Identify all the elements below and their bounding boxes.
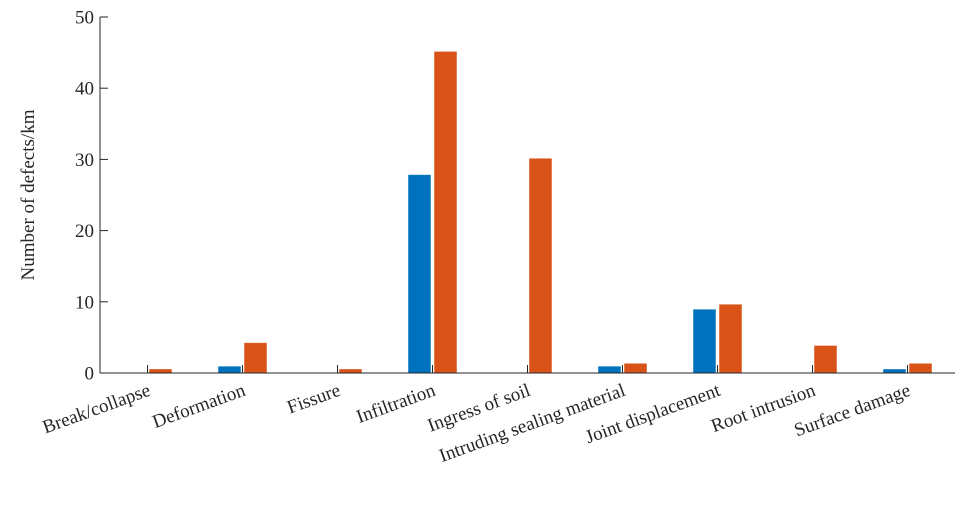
bar-series-2-5 — [624, 363, 647, 374]
bar-series-1-8 — [883, 369, 906, 374]
bar-series-2-2 — [339, 369, 362, 374]
bar-series-2-8 — [909, 363, 932, 374]
bar-series-2-3 — [434, 51, 457, 374]
y-tick-label: 10 — [75, 292, 94, 313]
bar-series-1-3 — [408, 174, 431, 374]
y-tick-label: 20 — [75, 221, 94, 242]
bar-series-2-6 — [719, 304, 742, 374]
bar-series-1-6 — [693, 309, 716, 374]
y-tick-label: 0 — [85, 364, 95, 385]
bars-group — [149, 51, 932, 374]
y-axis-label: Number of defects/km — [18, 109, 39, 280]
bar-series-2-4 — [529, 158, 552, 374]
bar-series-2-7 — [814, 345, 837, 374]
x-tick-label: Deformation — [150, 380, 249, 433]
bar-series-2-0 — [149, 369, 172, 374]
x-tick-label: Break/collapse — [40, 380, 153, 438]
bar-series-2-1 — [244, 342, 267, 374]
x-tick-label: Fissure — [284, 380, 343, 419]
bar-series-1-1 — [218, 366, 241, 374]
bar-series-1-5 — [598, 366, 621, 374]
y-tick-label: 30 — [75, 150, 94, 171]
y-tick-label: 40 — [75, 79, 94, 100]
y-tick-label: 50 — [75, 8, 94, 29]
